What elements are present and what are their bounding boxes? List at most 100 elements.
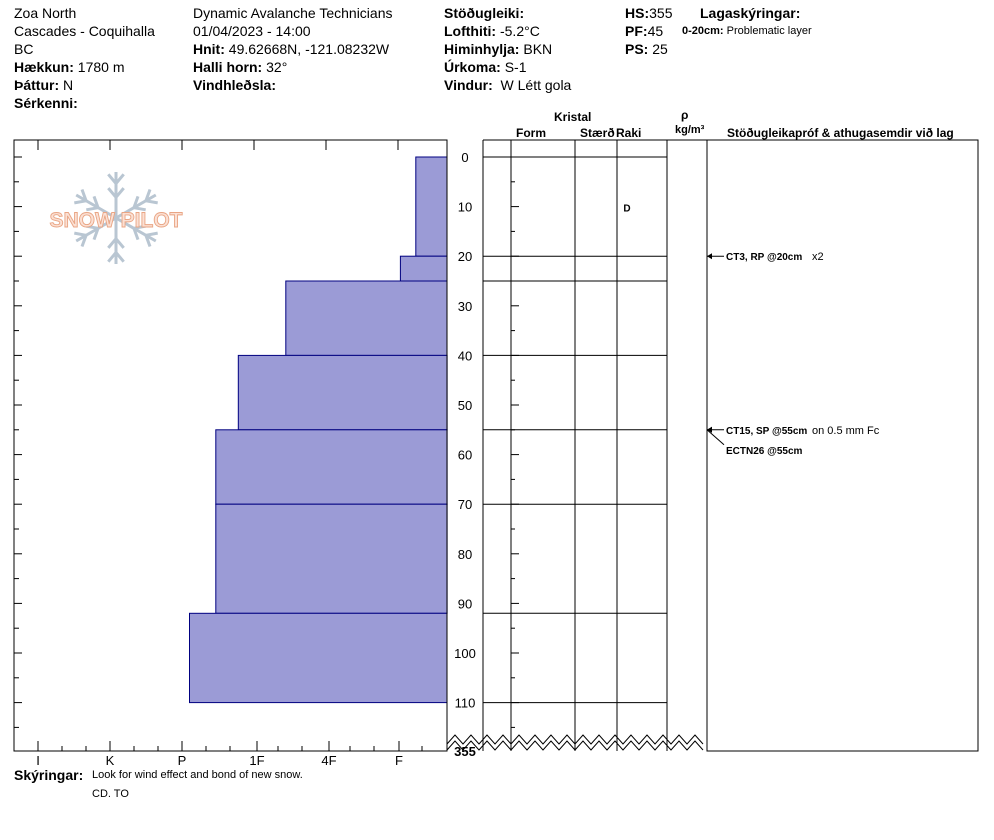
test-comment: x2 bbox=[812, 251, 824, 263]
snowflake-branch bbox=[132, 227, 140, 241]
depth-bottom-label: 355 bbox=[454, 744, 476, 759]
depth-tick-label: 80 bbox=[458, 547, 472, 562]
hardness-bar bbox=[285, 280, 448, 356]
depth-tick-label: 30 bbox=[458, 299, 472, 314]
snowflake-branch bbox=[80, 188, 88, 202]
hs-label: HS: bbox=[625, 5, 650, 21]
slope-label: Halli horn: bbox=[193, 59, 263, 75]
depth-tick-label: 50 bbox=[458, 398, 472, 413]
hardness-bar bbox=[399, 255, 448, 282]
snowflake-branch bbox=[107, 237, 118, 249]
aspect-row: Þáttur: N bbox=[14, 77, 73, 93]
hardness-tick-label: P bbox=[178, 753, 187, 768]
location-region: BC bbox=[14, 41, 34, 57]
hardness-bar bbox=[415, 156, 448, 257]
layer-note-text: Problematic layer bbox=[726, 25, 812, 37]
hardness-bar bbox=[215, 429, 448, 505]
coords-row: Hnit: 49.62668N, -121.08232W bbox=[193, 41, 389, 57]
hardness-axis: I K P 1F 4F F bbox=[36, 140, 423, 768]
air-temp-label: Lofthiti: bbox=[444, 23, 497, 39]
hardness-tick-label: 1F bbox=[249, 753, 264, 768]
density-unit-header: kg/m³ bbox=[675, 124, 705, 136]
stability-label: Stöðugleiki: bbox=[444, 5, 525, 21]
pf-label: PF: bbox=[625, 23, 648, 39]
layer-note-range: 0-20cm: bbox=[682, 25, 724, 37]
snowflake-branch bbox=[133, 206, 146, 212]
snowflake-branch bbox=[80, 234, 88, 248]
pf-value: 45 bbox=[647, 23, 664, 39]
notes-text: Look for wind effect and bond of new sno… bbox=[92, 769, 303, 781]
observer: CD. TO bbox=[92, 788, 129, 800]
coords-value: 49.62668N, -121.08232W bbox=[228, 41, 390, 57]
snowpilot-logo: SNOW PILOT bbox=[49, 172, 183, 264]
hardness-tick-label: F bbox=[395, 753, 403, 768]
snowflake-branch bbox=[114, 173, 125, 185]
precip-value: S-1 bbox=[504, 59, 527, 75]
precip-row: Úrkoma: S-1 bbox=[444, 59, 526, 75]
snowflake-branch bbox=[144, 234, 152, 248]
depth-tick-label: 110 bbox=[455, 696, 476, 711]
snowflake-branch bbox=[107, 187, 118, 199]
slope-row: Halli horn: 32° bbox=[193, 59, 287, 75]
ps-value: 25 bbox=[652, 41, 668, 57]
pf-row: PF:45 bbox=[625, 23, 663, 39]
wind-value: W Létt gola bbox=[500, 77, 572, 93]
test-code: ECTN26 @55cm bbox=[726, 446, 803, 457]
depth-tick-label: 20 bbox=[458, 249, 472, 264]
ps-label: PS: bbox=[625, 41, 649, 57]
aspect-value: N bbox=[63, 77, 74, 93]
aspect-label: Þáttur: bbox=[14, 77, 60, 93]
form-header: Form bbox=[516, 126, 546, 140]
snowflake-branch bbox=[132, 195, 140, 209]
location-name: Zoa North bbox=[14, 5, 77, 21]
rho-header: ρ bbox=[681, 108, 689, 122]
precip-label: Úrkoma: bbox=[444, 59, 501, 75]
snowflake-branch bbox=[107, 173, 118, 185]
snowflake-branch bbox=[92, 227, 100, 241]
hardness-bars bbox=[189, 156, 448, 704]
organization: Dynamic Avalanche Technicians bbox=[193, 5, 393, 21]
size-header: Stærð bbox=[580, 126, 615, 140]
sky-label: Himinhylja: bbox=[444, 41, 520, 57]
snowflake-branch bbox=[86, 224, 99, 230]
hardness-bar bbox=[215, 503, 448, 614]
tests-header: Stöðugleikapróf & athugasemdir við lag bbox=[727, 126, 954, 140]
tests-panel bbox=[706, 139, 979, 752]
features-label: Sérkenni: bbox=[14, 95, 78, 111]
depth-tick-label: 0 bbox=[461, 150, 468, 165]
snowflake-branch bbox=[145, 199, 158, 205]
logo-text: SNOW PILOT bbox=[50, 209, 183, 232]
wind-loading-label: Vindhleðsla: bbox=[193, 77, 276, 93]
hardness-tick-label: I bbox=[36, 753, 40, 768]
test-arrowhead bbox=[707, 253, 712, 260]
layer-note-row: 0-20cm: Problematic layer bbox=[682, 25, 812, 38]
depth-tick-label: 90 bbox=[458, 596, 472, 611]
snowflake-branch bbox=[114, 251, 125, 263]
layer-notes-label: Lagaskýringar: bbox=[700, 5, 801, 21]
moisture-value: D bbox=[623, 204, 630, 215]
snowflake-branch bbox=[114, 187, 125, 199]
test-code: CT15, SP @55cm bbox=[726, 426, 807, 437]
test-code: CT3, RP @20cm bbox=[726, 252, 802, 263]
slope-value: 32° bbox=[266, 59, 288, 75]
snowflake-branch bbox=[114, 237, 125, 249]
air-temp-row: Lofthiti: -5.2°C bbox=[444, 23, 540, 39]
depth-tick-label: 60 bbox=[458, 448, 472, 463]
snowflake-branch bbox=[92, 195, 100, 209]
test-arrow bbox=[706, 429, 725, 446]
test-comment: on 0.5 mm Fc bbox=[812, 425, 880, 437]
wind-label: Vindur: bbox=[444, 77, 493, 93]
sky-row: Himinhylja: BKN bbox=[444, 41, 552, 57]
elevation-value: 1780 m bbox=[77, 59, 125, 75]
sky-value: BKN bbox=[523, 41, 553, 57]
snowflake-branch bbox=[86, 206, 99, 212]
hardness-bar bbox=[237, 354, 448, 431]
snowflake-icon bbox=[74, 172, 158, 264]
stability-tests: CT3, RP @20cm x2 CT15, SP @55cm on 0.5 mm F… bbox=[706, 251, 880, 457]
snowflake-branch bbox=[74, 199, 87, 205]
snowflake-branch bbox=[145, 231, 158, 237]
elevation-label: Hækkun: bbox=[14, 59, 74, 75]
hs-row: HS:355 bbox=[625, 5, 672, 21]
elevation-row: Hækkun: 1780 m bbox=[14, 59, 125, 75]
